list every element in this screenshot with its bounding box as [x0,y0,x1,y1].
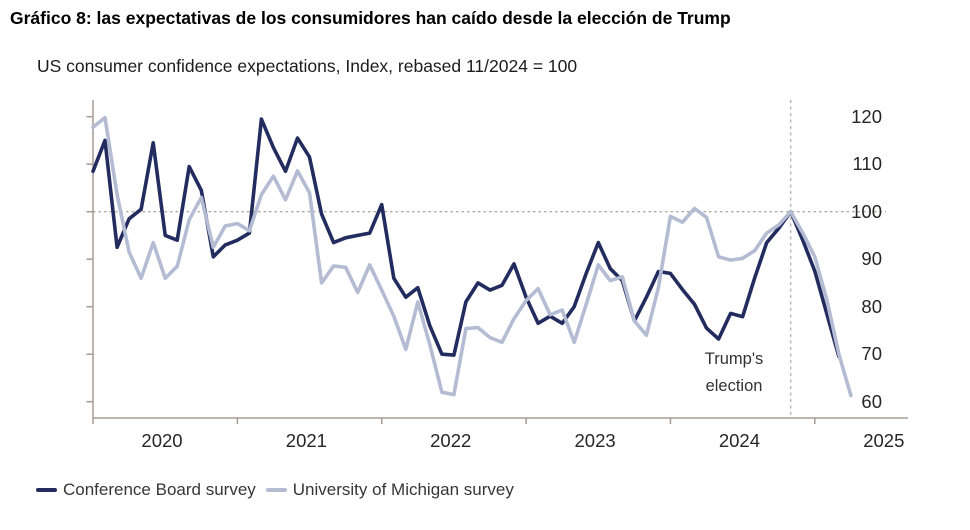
event-annotation-line2: election [705,377,763,395]
event-annotation: Trump's election [664,346,804,400]
y-tick-label-110: 110 [852,153,883,175]
series-line-michigan [91,115,853,398]
x-tick-label-2022: 2022 [430,430,472,451]
event-annotation-line1: Trump's [704,350,764,368]
x-tick-label-2024: 2024 [718,430,761,451]
chart-subtitle: US consumer confidence expectations, Ind… [37,56,578,76]
series-line-conference-board [91,117,841,359]
legend-label-michigan: University of Michigan survey [292,480,514,499]
y-tick-label-120: 120 [851,105,882,127]
page-title: Gráfico 8: las expectativas de los consu… [10,8,731,28]
y-tick-label-90: 90 [861,248,882,270]
y-tick-label-100: 100 [851,200,882,222]
y-tick-label-60: 60 [861,390,882,412]
y-tick-label-70: 70 [861,343,882,365]
x-tick-label-2021: 2021 [285,430,327,451]
x-tick-label-2023: 2023 [574,430,616,451]
x-tick-label-2025: 2025 [863,430,905,451]
y-tick-label-80: 80 [861,295,882,317]
x-tick-label-2020: 2020 [141,430,183,451]
chart-legend: Conference Board survey University of Mi… [36,480,524,500]
legend-label-conference-board: Conference Board survey [63,480,256,499]
legend-swatch-conference-board [36,487,57,493]
legend-swatch-michigan [265,487,287,493]
